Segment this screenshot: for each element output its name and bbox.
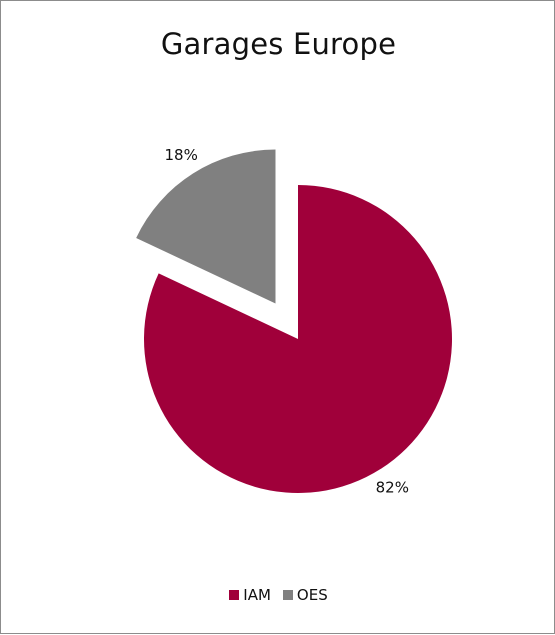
legend-label-iam: IAM [243,586,271,604]
pie-slice-oes [136,149,276,304]
legend-item-oes: OES [282,586,328,604]
data-label-oes: 18% [165,146,198,164]
pie-slice-iam [143,185,452,493]
legend-swatch-oes [282,590,293,600]
data-label-iam: 82% [376,479,409,497]
legend-swatch-iam [229,590,240,600]
chart-title: Garages Europe [160,27,397,61]
legend-item-iam: IAM [229,586,271,604]
legend-label-oes: OES [296,586,328,604]
legend: IAM OES [1,586,555,604]
